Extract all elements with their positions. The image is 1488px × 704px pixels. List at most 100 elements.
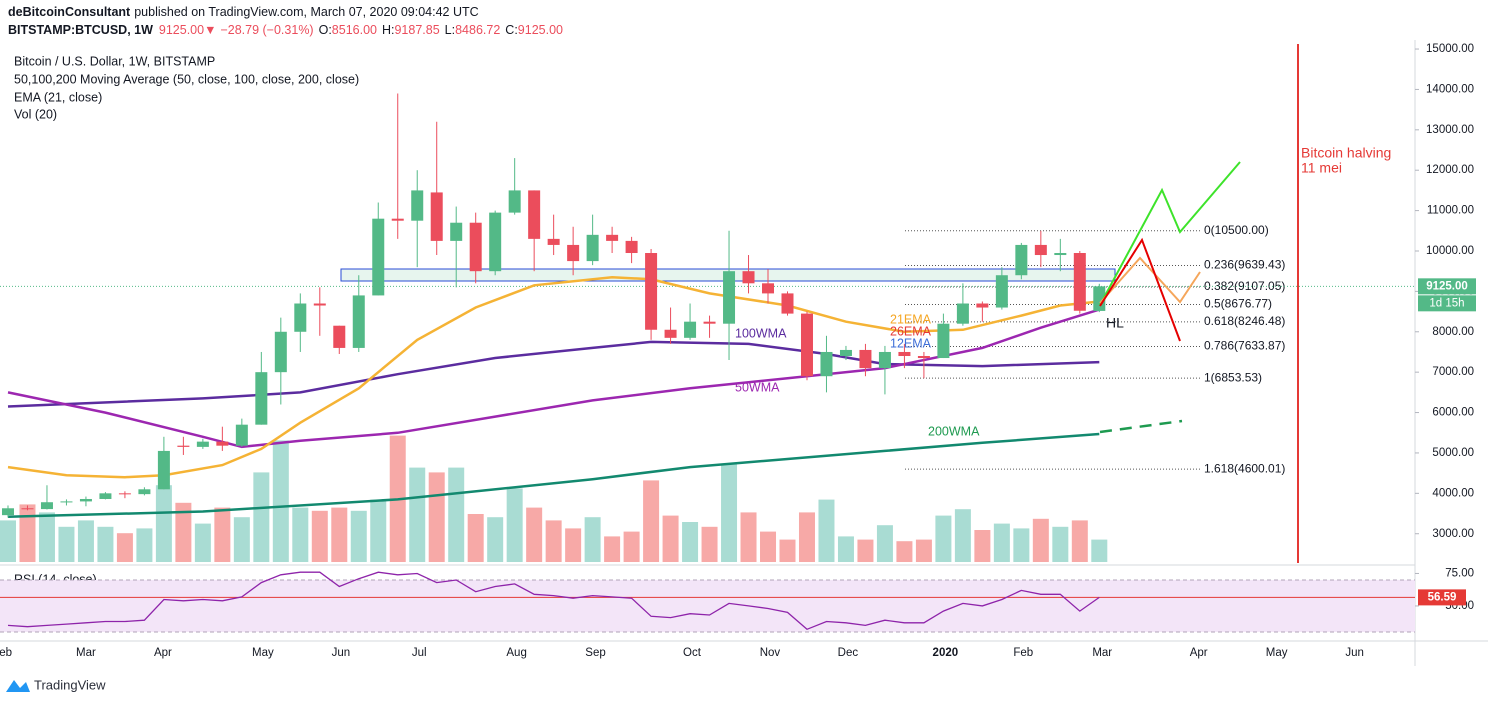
symbol: BITSTAMP:BTCUSD, 1W bbox=[8, 23, 153, 37]
ohlc-value: 8486.72 bbox=[455, 23, 500, 37]
y-tick-label: 11000.00 bbox=[1427, 205, 1474, 217]
fib-label: 0.786(7633.87) bbox=[1204, 339, 1285, 353]
volume-bar bbox=[721, 464, 738, 562]
volume-bar bbox=[116, 533, 133, 562]
candle-body bbox=[742, 271, 755, 284]
ohlc-key: C: bbox=[505, 23, 518, 37]
annotation-layer: Bitcoin / U.S. Dollar, 1W, BITSTAMP 50,1… bbox=[14, 44, 1391, 563]
ma-label: 50WMA bbox=[735, 380, 780, 394]
volume-bar bbox=[896, 541, 913, 562]
y-tick-label: 10000.00 bbox=[1426, 245, 1474, 257]
price-box bbox=[1418, 278, 1476, 295]
candle-body bbox=[898, 351, 911, 357]
price-box-label: 9125.00 bbox=[1426, 280, 1468, 292]
volume-bar bbox=[292, 507, 309, 562]
candle-body bbox=[684, 321, 697, 338]
candle-body bbox=[118, 493, 131, 495]
y-tick-label: 14000.00 bbox=[1426, 83, 1474, 95]
projection-red bbox=[1099, 237, 1181, 342]
y-tick-label: 5000.00 bbox=[1432, 447, 1474, 459]
candle-body bbox=[917, 356, 930, 359]
legend-line: Vol (20) bbox=[14, 107, 57, 121]
volume-layer bbox=[0, 435, 1108, 562]
volume-bar bbox=[1032, 518, 1049, 562]
fib-label: 0.5(8676.77) bbox=[1204, 297, 1272, 311]
ohlc-value: 9125.00 bbox=[518, 23, 563, 37]
volume-bar bbox=[448, 467, 465, 562]
countdown-box bbox=[1418, 295, 1476, 312]
volume-bar bbox=[740, 512, 757, 562]
volume-bar bbox=[584, 517, 601, 562]
candle-body bbox=[1, 508, 14, 516]
candle-body bbox=[625, 240, 638, 254]
volume-bar bbox=[1052, 526, 1069, 562]
change-arrow: ▼ bbox=[204, 23, 216, 37]
volume-bar bbox=[233, 517, 250, 562]
volume-bar bbox=[545, 520, 562, 562]
ohlc-key: H: bbox=[382, 23, 395, 37]
ohlc-key: L: bbox=[445, 23, 455, 37]
volume-bar bbox=[1091, 539, 1108, 562]
fib-label: 0.236(9639.43) bbox=[1204, 258, 1285, 272]
y-tick-label: 15000.00 bbox=[1426, 43, 1474, 55]
legend-line: Bitcoin / U.S. Dollar, 1W, BITSTAMP bbox=[14, 54, 215, 68]
candle-layer bbox=[1, 93, 1106, 518]
volume-bar bbox=[701, 526, 718, 562]
volume-bar bbox=[779, 539, 796, 562]
volume-bar bbox=[409, 467, 426, 562]
volume-bar bbox=[214, 507, 231, 562]
candle-body bbox=[313, 303, 326, 306]
x-tick-label: 2020 bbox=[933, 647, 959, 659]
volume-bar bbox=[155, 485, 172, 562]
candle-body bbox=[138, 489, 151, 495]
volume-bar bbox=[1013, 528, 1030, 562]
rsi-box bbox=[1418, 589, 1466, 606]
candle-body bbox=[216, 441, 229, 446]
logo bbox=[6, 680, 30, 692]
x-tick-label: Feb bbox=[1013, 647, 1033, 659]
projection-200wma bbox=[1099, 419, 1183, 434]
volume-bar bbox=[993, 523, 1010, 562]
last-price: 9125.00 bbox=[159, 23, 204, 37]
y-tick-label: 6000.00 bbox=[1432, 407, 1474, 419]
y-tick-label: 12000.00 bbox=[1426, 164, 1474, 176]
series-line bbox=[7, 571, 1100, 631]
volume-bar bbox=[798, 512, 815, 562]
volume-bar bbox=[974, 530, 991, 562]
volume-bar bbox=[487, 517, 504, 562]
candle-body bbox=[820, 351, 833, 377]
volume-bar bbox=[58, 526, 75, 562]
volume-bar bbox=[467, 514, 484, 562]
volume-bar bbox=[837, 536, 854, 562]
countdown-label: 1d 15h bbox=[1429, 297, 1464, 309]
ma-layer bbox=[0, 275, 1415, 519]
volume-bar bbox=[526, 507, 543, 562]
volume-bar bbox=[662, 515, 679, 562]
fib-label: 0(10500.00) bbox=[1204, 223, 1269, 237]
candle-body bbox=[352, 295, 365, 348]
candle-body bbox=[411, 190, 424, 221]
volume-bar bbox=[954, 509, 971, 562]
volume-bar bbox=[38, 512, 55, 562]
rsi-box-label: 56.59 bbox=[1428, 591, 1457, 603]
candle-body bbox=[60, 501, 73, 503]
volume-bar bbox=[682, 522, 699, 562]
x-tick-label: Nov bbox=[760, 647, 781, 659]
x-tick-label: Aug bbox=[506, 647, 526, 659]
y-tick-label: 7000.00 bbox=[1432, 366, 1474, 378]
published: published on TradingView.com, March 07, … bbox=[134, 5, 478, 19]
y-tick-label: 13000.00 bbox=[1426, 124, 1474, 136]
symbol-line: BITSTAMP:BTCUSD, 1W 9125.00▼ −28.79 (−0.31… bbox=[8, 23, 563, 37]
candle-body bbox=[1093, 286, 1106, 311]
candle-body bbox=[40, 502, 53, 510]
candle-body bbox=[703, 321, 716, 324]
volume-bar bbox=[876, 525, 893, 562]
candle-body bbox=[177, 445, 190, 447]
candle-body bbox=[79, 498, 92, 502]
candle-body bbox=[528, 190, 541, 239]
candle-body bbox=[956, 303, 969, 324]
candle-body bbox=[762, 283, 775, 294]
candle-body bbox=[1015, 244, 1028, 276]
